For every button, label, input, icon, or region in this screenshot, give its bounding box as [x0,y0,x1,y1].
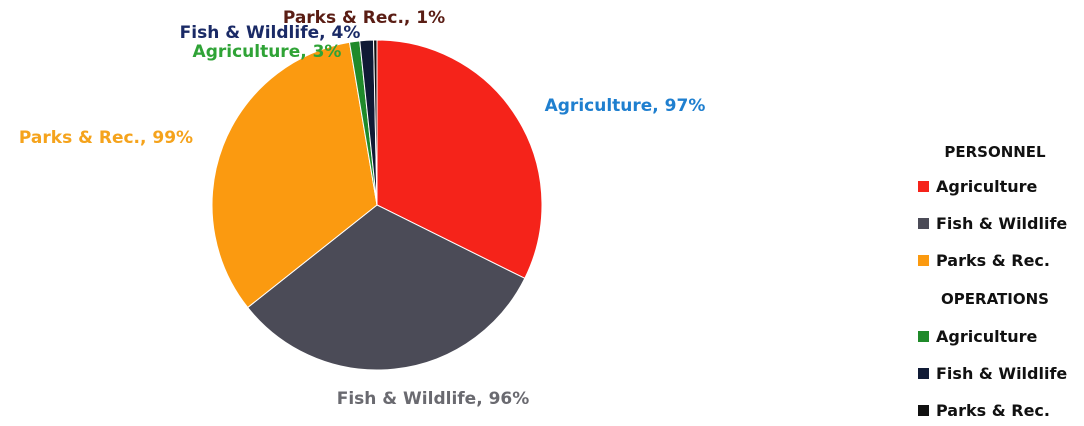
legend-swatch-operations-agriculture [918,331,929,342]
pie-slice-personnel-agriculture [376,39,543,280]
legend-label-operations-agriculture: Agriculture [936,327,1038,346]
slice-label-operations-fish-wildlife: Fish & Wildlife, 4% [180,23,361,43]
legend-swatch-operations-parks-rec [918,405,929,416]
pie-slice-operations-parks-rec [373,39,378,206]
legend-swatch-personnel-parks-rec [918,255,929,266]
slice-label-operations-agriculture: Agriculture, 3% [193,42,342,62]
legend-heading-personnel: PERSONNEL [944,143,1046,161]
legend-swatch-personnel-fish-wildlife [918,218,929,229]
slice-label-operations-parks-rec: Parks & Rec., 1% [283,8,445,28]
slice-labels: Agriculture, 97% Fish & Wildlife, 96% Pa… [19,8,705,409]
legend-swatch-personnel-agriculture [918,181,929,192]
legend-swatch-operations-fish-wildlife [918,368,929,379]
pie-slice-personnel-fish-wildlife [246,204,526,371]
pie-slices [211,39,543,371]
legend-label-personnel-fish-wildlife: Fish & Wildlife [936,214,1067,233]
legend-label-operations-fish-wildlife: Fish & Wildlife [936,364,1067,383]
pie-slice-personnel-parks-rec [211,41,378,309]
legend-label-personnel-parks-rec: Parks & Rec. [936,251,1050,270]
slice-label-personnel-agriculture: Agriculture, 97% [545,96,706,116]
legend: PERSONNEL Agriculture Fish & Wildlife Pa… [918,143,1067,420]
legend-label-operations-parks-rec: Parks & Rec. [936,401,1050,420]
legend-label-personnel-agriculture: Agriculture [936,177,1038,196]
slice-label-personnel-parks-rec: Parks & Rec., 99% [19,128,193,148]
slice-label-personnel-fish-wildlife: Fish & Wildlife, 96% [337,389,530,409]
legend-heading-operations: OPERATIONS [941,290,1049,308]
